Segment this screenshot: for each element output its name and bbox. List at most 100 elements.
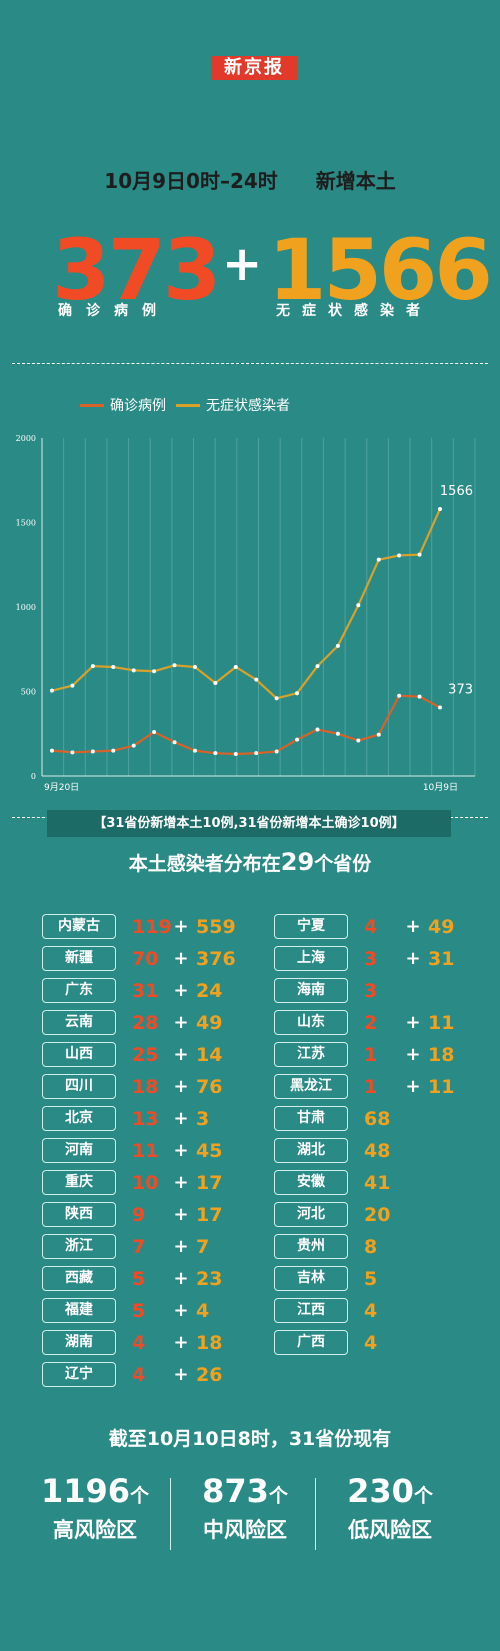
data-point [213, 681, 218, 686]
headline-time: 10月9日0时–24时 [104, 169, 278, 193]
province-confirmed: 31 [132, 979, 159, 1002]
province-confirmed: 5 [132, 1267, 146, 1290]
series-line [51, 694, 441, 756]
province-asymptomatic: 4 [364, 1331, 378, 1354]
province-row: 广西 4 [274, 1330, 377, 1355]
province-asymptomatic: 14 [196, 1043, 223, 1066]
province-name: 四川 [42, 1074, 116, 1099]
data-point [233, 752, 238, 757]
province-name: 内蒙古 [42, 914, 116, 939]
province-name: 江西 [274, 1298, 348, 1323]
risk-high-count: 1196 [40, 1472, 131, 1510]
xinjingbao-logo: 新京报 [211, 56, 297, 80]
province-name: 河北 [274, 1202, 348, 1227]
confirmed-total-label: 确诊病例 [58, 303, 170, 319]
province-plus: + [173, 916, 189, 937]
province-name: 安徽 [274, 1170, 348, 1195]
province-confirmed: 28 [132, 1011, 159, 1034]
province-row: 江西 4 [274, 1298, 377, 1323]
province-confirmed: 9 [132, 1203, 146, 1226]
province-asymptomatic: 5 [364, 1267, 378, 1290]
legend-label-asymptomatic: 无症状感染者 [206, 398, 290, 414]
province-row: 北京 13 +3 [42, 1106, 209, 1131]
distribution-suffix: 个省份 [314, 853, 372, 875]
province-row: 陕西 9 +17 [42, 1202, 222, 1227]
data-point [295, 737, 300, 742]
province-plus: + [173, 980, 189, 1001]
province-name: 福建 [42, 1298, 116, 1323]
province-asymptomatic: 48 [364, 1139, 391, 1162]
province-asymptomatic: 7 [196, 1235, 210, 1258]
province-plus: + [405, 1012, 421, 1033]
province-confirmed: 2 [364, 1011, 378, 1034]
distribution-title: 本土感染者分布在29个省份 [0, 848, 500, 876]
risk-mid-label: 中风险区 [203, 1518, 287, 1542]
data-point [50, 688, 54, 693]
province-row: 河北 20 [274, 1202, 390, 1227]
data-point [417, 552, 422, 557]
headline-label: 新增本土 [315, 169, 396, 193]
province-confirmed: 1 [364, 1075, 378, 1098]
risk-high-label: 高风险区 [53, 1518, 137, 1542]
data-point [356, 738, 361, 743]
province-asymptomatic: 559 [196, 915, 236, 938]
province-row: 山东 2 +11 [274, 1010, 454, 1035]
province-plus: + [405, 1044, 421, 1065]
data-point [233, 664, 238, 669]
data-point [172, 740, 177, 745]
province-name: 甘肃 [274, 1106, 348, 1131]
data-point [295, 691, 300, 696]
data-point [397, 693, 402, 698]
province-row: 山西 25 +14 [42, 1042, 222, 1067]
province-plus: + [173, 948, 189, 969]
province-asymptomatic: 4 [364, 1299, 378, 1322]
data-point [417, 694, 422, 699]
risk-mid-count: 873 [202, 1472, 269, 1510]
data-point [335, 731, 340, 736]
province-plus: + [173, 1172, 189, 1193]
data-point [90, 749, 95, 754]
province-row: 新疆 70 +376 [42, 946, 236, 971]
province-asymptomatic: 11 [428, 1075, 455, 1098]
risk-mid: 873个 中风险区 [170, 1472, 320, 1544]
y-tick-label: 2000 [16, 434, 36, 443]
province-asymptomatic: 68 [364, 1107, 391, 1130]
province-name: 江苏 [274, 1042, 348, 1067]
data-point [376, 557, 381, 562]
province-asymptomatic: 41 [364, 1171, 391, 1194]
risk-separator [170, 1478, 171, 1550]
data-point [315, 664, 320, 669]
risk-separator [315, 1478, 316, 1550]
distribution-prefix: 本土感染者分布在 [128, 853, 281, 875]
province-row: 宁夏 4 +49 [274, 914, 454, 939]
headline: 10月9日0时–24时 新增本土 [0, 165, 500, 194]
summary-title: 截至10月10日8时，31省份现有 [108, 1428, 392, 1450]
province-asymptomatic: 376 [196, 947, 236, 970]
province-name: 新疆 [42, 946, 116, 971]
province-confirmed: 119 [132, 915, 172, 938]
province-asymptomatic: 26 [196, 1363, 223, 1386]
province-confirmed: 13 [132, 1107, 159, 1130]
province-row: 辽宁 4 +26 [42, 1362, 222, 1387]
risk-low: 230个 低风险区 [315, 1472, 465, 1544]
province-asymptomatic: 18 [428, 1043, 455, 1066]
data-point [111, 748, 116, 753]
province-plus: + [173, 1012, 189, 1033]
asymptomatic-total-label: 无症状感染者 [276, 303, 432, 319]
province-row: 广东 31 +24 [42, 978, 222, 1003]
y-tick-label: 1500 [16, 519, 36, 528]
province-plus: + [173, 1300, 189, 1321]
province-row: 河南 11 +45 [42, 1138, 222, 1163]
province-asymptomatic: 24 [196, 979, 223, 1002]
data-point [213, 751, 218, 756]
province-confirmed: 3 [364, 947, 378, 970]
data-point [50, 748, 54, 753]
province-name: 贵州 [274, 1234, 348, 1259]
trend-line-chart: 0 500 1000 1500 2000 9月20日 10月9日 373 1566 [16, 434, 476, 793]
province-plus: + [173, 1236, 189, 1257]
province-name: 浙江 [42, 1234, 116, 1259]
province-confirmed: 4 [364, 915, 378, 938]
data-point [274, 696, 279, 701]
data-point [438, 705, 442, 710]
series-end-label: 373 [448, 683, 473, 698]
